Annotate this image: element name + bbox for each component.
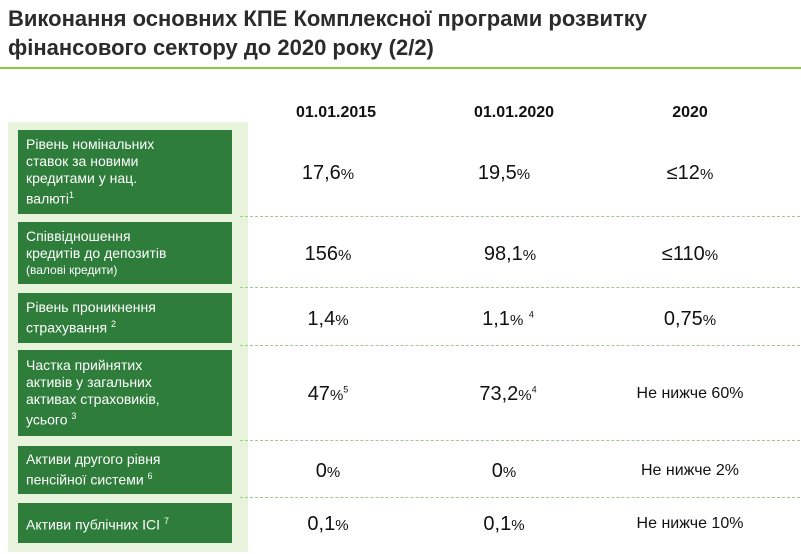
row-divider bbox=[240, 216, 800, 217]
label-line: Рівень номінальних bbox=[26, 136, 155, 153]
row-divider bbox=[240, 345, 800, 346]
label-line: Співвідношення bbox=[26, 227, 131, 244]
value-2020: 0,1% bbox=[483, 513, 525, 535]
footnote-mark: 1 bbox=[68, 190, 74, 201]
value-target: 0,75% bbox=[663, 308, 717, 330]
footnote-mark: 4 bbox=[528, 309, 534, 320]
value-2020: 19,5% bbox=[477, 162, 531, 184]
value-target: ≤12% bbox=[666, 162, 714, 184]
column-header-target: 2020 bbox=[672, 104, 708, 121]
row-label-insurance-penetration: Рівень проникнення страхування 2 bbox=[18, 293, 232, 343]
row-label-public-ici-assets: Активи публічних ІСІ 7 bbox=[18, 503, 232, 543]
value-2020: 98,1% bbox=[483, 243, 537, 265]
row-label-loans-deposits: Співвідношення кредитів до депозитів (ва… bbox=[18, 222, 232, 284]
value-target: Не нижче 60% bbox=[636, 385, 744, 402]
row-label-pension-assets: Активи другого рівня пенсійної системи 6 bbox=[18, 446, 232, 494]
footnote-mark: 4 bbox=[531, 384, 537, 395]
title-line-1: Виконання основних КПЕ Комплексної прогр… bbox=[8, 6, 647, 31]
label-line: активів у загальних bbox=[26, 374, 152, 391]
value-2015: 47%5 bbox=[307, 383, 349, 405]
value-2015: 17,6% bbox=[301, 162, 355, 184]
footnote-mark: 3 bbox=[71, 411, 77, 422]
label-line: активах страховиків, bbox=[26, 391, 160, 408]
label-line: Рівень проникнення bbox=[26, 299, 156, 316]
row-divider bbox=[240, 440, 800, 441]
label-line: Активи другого рівня bbox=[26, 451, 161, 468]
value-target: Не нижче 2% bbox=[641, 462, 739, 479]
label-line: усього 3 bbox=[26, 411, 77, 428]
label-note: (валові кредити) bbox=[26, 262, 118, 277]
value-2020: 1,1% 4 bbox=[482, 308, 534, 330]
row-label-insurer-assets: Частка прийнятих активів у загальних акт… bbox=[18, 350, 232, 436]
title-line-2: фінансового сектору до 2020 року (2/2) bbox=[8, 35, 434, 60]
label-line: Активи публічних ІСІ 7 bbox=[26, 515, 169, 533]
value-target: ≤110% bbox=[661, 243, 719, 265]
label-line: Частка прийнятих bbox=[26, 357, 143, 374]
footnote-mark: 7 bbox=[163, 515, 169, 526]
column-header-2015: 01.01.2015 bbox=[295, 104, 377, 121]
label-line: ставок за новими bbox=[26, 153, 139, 170]
value-2015: 156% bbox=[304, 243, 352, 265]
value-2020: 73,2%4 bbox=[479, 383, 537, 405]
column-header-2020: 01.01.2020 bbox=[473, 104, 555, 121]
label-line: пенсійної системи 6 bbox=[26, 471, 153, 488]
value-2015: 1,4% bbox=[307, 308, 349, 330]
label-line: кредитами у нац. bbox=[26, 170, 138, 187]
footnote-mark: 2 bbox=[111, 319, 117, 330]
label-line: валюті1 bbox=[26, 190, 74, 207]
value-2015: 0% bbox=[315, 460, 341, 482]
footnote-mark: 6 bbox=[147, 471, 153, 482]
row-divider bbox=[240, 497, 800, 498]
value-target: Не нижче 10% bbox=[636, 515, 744, 532]
label-line: страхування 2 bbox=[26, 319, 117, 336]
value-2015: 0,1% bbox=[307, 513, 349, 535]
footnote-mark: 5 bbox=[343, 384, 349, 395]
row-label-nominal-rates: Рівень номінальних ставок за новими кред… bbox=[18, 130, 232, 214]
row-divider bbox=[240, 287, 800, 288]
label-line: кредитів до депозитів bbox=[26, 244, 167, 261]
value-2020: 0% bbox=[491, 460, 517, 482]
page-title: Виконання основних КПЕ Комплексної прогр… bbox=[8, 4, 798, 62]
title-underline bbox=[0, 67, 801, 69]
